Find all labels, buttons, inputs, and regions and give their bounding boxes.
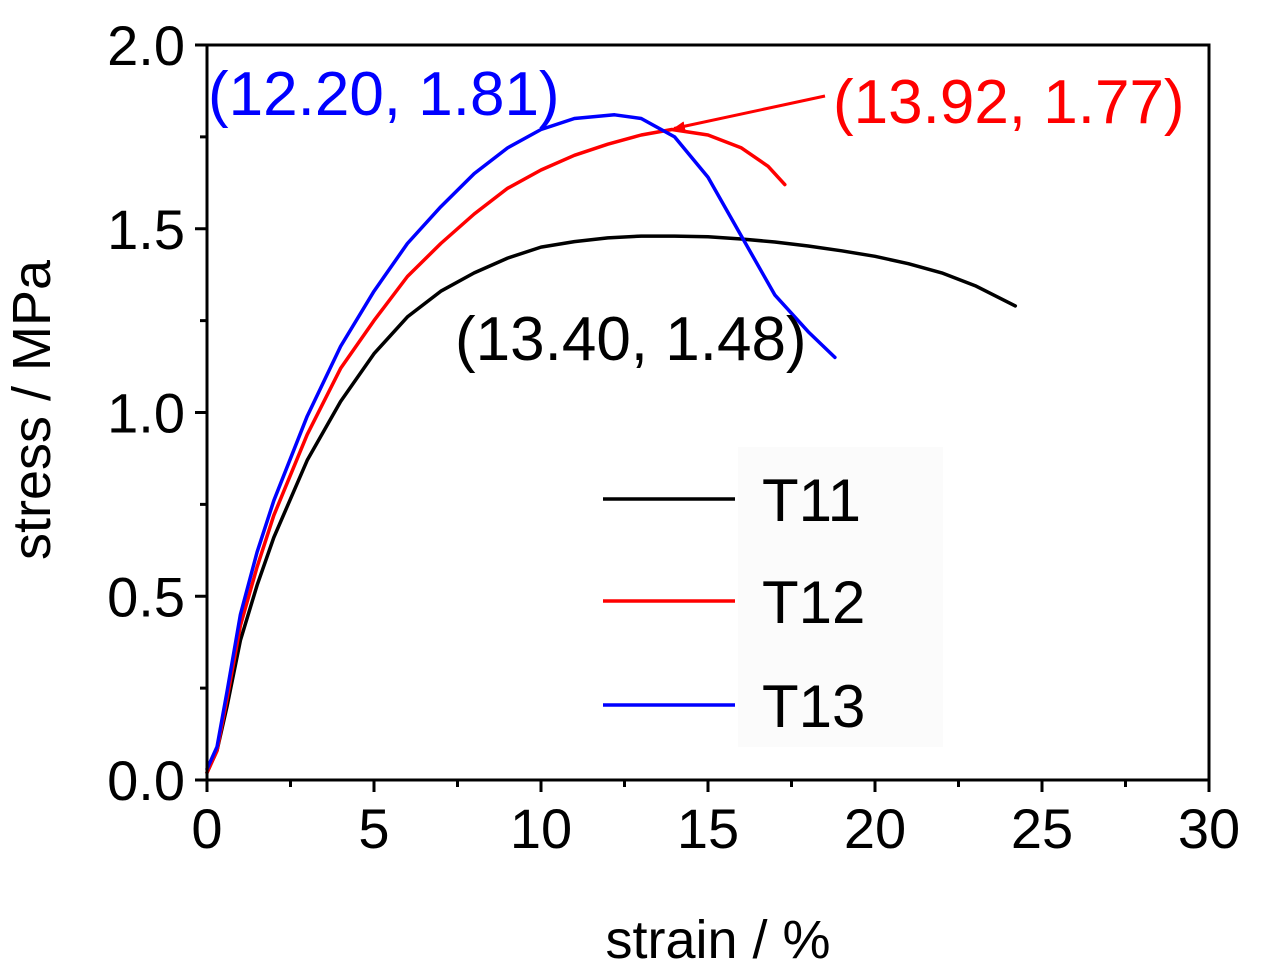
ticks-layer: 0 5 10 15 20 25 30 0.0 0.5 1.0 1.5 2.0 <box>107 14 1240 860</box>
x-tick-label: 30 <box>1178 797 1240 860</box>
series-line-t13 <box>205 113 837 771</box>
legend-label-t13: T13 <box>762 673 865 740</box>
plot-frame <box>205 43 1211 782</box>
y-tick-label: 0.0 <box>107 749 185 812</box>
legend-label-t11: T11 <box>762 467 861 534</box>
x-tick-label: 20 <box>844 797 906 860</box>
peak-annotation-t11: (13.40, 1.48) <box>455 305 807 374</box>
y-tick-label: 1.0 <box>107 382 185 445</box>
x-tick-label: 0 <box>191 797 222 860</box>
x-tick-label: 10 <box>510 797 572 860</box>
y-tick-label: 1.5 <box>107 198 185 261</box>
y-tick-label: 0.5 <box>107 565 185 628</box>
series-line-t11 <box>205 234 1018 775</box>
annotation-arrow <box>672 94 826 132</box>
legend-box <box>738 447 943 747</box>
series-layer <box>205 113 1018 775</box>
x-axis-title: strain / % <box>605 910 830 963</box>
peak-annotation-t13: (12.20, 1.81) <box>208 60 560 129</box>
legend-label-t12: T12 <box>762 569 865 636</box>
annotation-layer: (12.20, 1.81) (13.92, 1.77) (13.40, 1.48) <box>208 60 1185 374</box>
y-tick-label: 2.0 <box>107 14 185 77</box>
x-tick-label: 25 <box>1011 797 1073 860</box>
legend: T11 T12 T13 <box>603 447 943 747</box>
series-line-t12 <box>205 127 787 775</box>
peak-annotation-t12: (13.92, 1.77) <box>833 68 1185 137</box>
x-tick-label: 5 <box>358 797 389 860</box>
x-tick-label: 15 <box>677 797 739 860</box>
y-axis-title: stress / MPa <box>2 259 62 560</box>
